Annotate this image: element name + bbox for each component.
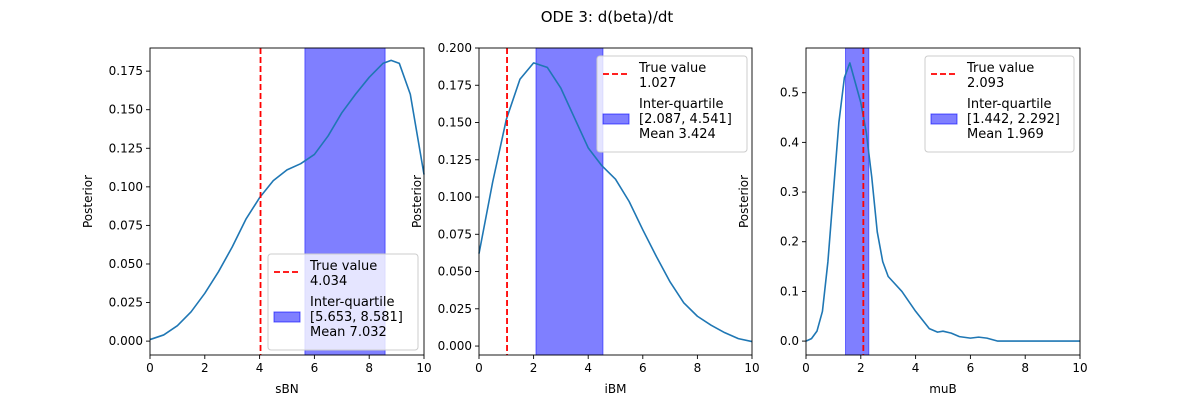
x-tick-label: 10	[416, 361, 431, 375]
x-tick-label: 6	[967, 361, 975, 375]
legend-interquartile-range: [5.653, 8.581]	[310, 310, 403, 325]
legend-interquartile-label: Inter-quartile	[639, 97, 724, 112]
x-tick-label: 4	[584, 361, 592, 375]
y-tick-label: 0.025	[109, 296, 143, 310]
legend-true-value-label: True value	[309, 259, 377, 274]
x-tick-label: 4	[256, 361, 264, 375]
x-axis-label: iBM	[605, 382, 627, 396]
y-tick-label: 0.1	[780, 284, 799, 298]
legend-true-value-number: 4.034	[310, 274, 347, 289]
interquartile-band	[845, 47, 870, 356]
y-axis-label: Posterior	[410, 175, 424, 228]
y-tick-label: 0.4	[780, 135, 799, 149]
y-tick-label: 0.100	[109, 180, 143, 194]
legend-true-value-number: 2.093	[967, 76, 1004, 91]
axes-frame	[149, 47, 425, 356]
x-axis-label: sBN	[275, 382, 298, 396]
x-tick-label: 6	[639, 361, 647, 375]
y-tick-label: 0.025	[438, 302, 472, 316]
posterior-curve	[805, 62, 1080, 342]
legend-true-value-label: True value	[638, 61, 706, 76]
x-tick-label: 10	[1072, 361, 1087, 375]
y-tick-label: 0.075	[109, 218, 143, 232]
legend-box	[596, 55, 748, 153]
subplot-3: 0 2 4 6 8 10 0.0 0.1 0.2 0.3 0.4 0.5 muB Posterior Tru…	[737, 47, 1088, 396]
y-axis-label: Posterior	[81, 175, 95, 228]
legend-interquartile-swatch	[930, 113, 958, 125]
x-tick-label: 2	[201, 361, 209, 375]
y-tick-label: 0.000	[109, 334, 143, 348]
y-tick-label: 0.175	[109, 64, 143, 78]
axes-frame	[805, 47, 1081, 356]
subplot-1: 0 2 4 6 8 10 0.000 0.025 0.050 0.075 0.100 0.125 0.1…	[81, 47, 432, 396]
posterior-curve	[478, 62, 753, 343]
legend-interquartile-label: Inter-quartile	[967, 97, 1052, 112]
legend-interquartile-swatch	[602, 113, 630, 125]
x-tick-label: 0	[802, 361, 810, 375]
legend-true-value-number: 1.027	[639, 76, 676, 91]
y-tick-label: 0.050	[109, 257, 143, 271]
y-tick-label: 0.150	[438, 116, 472, 130]
x-tick-label: 2	[530, 361, 538, 375]
interquartile-band	[535, 47, 604, 356]
y-tick-label: 0.5	[780, 86, 799, 100]
figure-title: ODE 3: d(beta)/dt	[541, 8, 674, 26]
legend-mean: Mean 7.032	[310, 325, 387, 340]
y-tick-label: 0.150	[109, 103, 143, 117]
axes-frame	[478, 47, 753, 356]
subplot-2: 0 2 4 6 8 10 0.000 0.025 0.050 0.075 0.100 0.125 0.1…	[410, 41, 760, 396]
legend-box	[267, 253, 419, 351]
y-tick-label: 0.100	[438, 190, 472, 204]
x-axis-label: muB	[929, 382, 957, 396]
subplots: 0 2 4 6 8 100.0000.0250.0500.0750.1000.1250.1…	[81, 41, 1088, 396]
legend-interquartile-range: [1.442, 2.292]	[967, 112, 1060, 127]
x-tick-label: 0	[146, 361, 154, 375]
x-tick-label: 8	[365, 361, 373, 375]
x-tick-label: 10	[744, 361, 759, 375]
legend-true-value-label: True value	[966, 61, 1034, 76]
y-tick-label: 0.3	[780, 185, 799, 199]
y-tick-label: 0.075	[438, 227, 472, 241]
x-tick-label: 2	[857, 361, 865, 375]
x-tick-label: 6	[311, 361, 319, 375]
y-tick-label: 0.125	[438, 153, 472, 167]
y-tick-label: 0.050	[438, 265, 472, 279]
x-tick-label: 8	[694, 361, 702, 375]
legend-mean: Mean 1.969	[967, 127, 1044, 142]
legend-mean: Mean 3.424	[639, 127, 716, 142]
legend-interquartile-range: [2.087, 4.541]	[639, 112, 732, 127]
y-tick-label: 0.000	[438, 339, 472, 353]
posterior-curve	[149, 59, 425, 341]
y-tick-label: 0.2	[780, 235, 799, 249]
x-tick-label: 4	[912, 361, 920, 375]
y-tick-label: 0.0	[780, 334, 799, 348]
legend-interquartile-swatch	[273, 311, 301, 323]
y-tick-label: 0.175	[438, 78, 472, 92]
legend-box	[924, 55, 1075, 153]
y-tick-label: 0.200	[438, 41, 472, 55]
y-tick-label: 0.125	[109, 141, 143, 155]
x-tick-label: 8	[1021, 361, 1029, 375]
y-axis-label: Posterior	[737, 175, 751, 228]
legend-interquartile-label: Inter-quartile	[310, 295, 395, 310]
x-tick-label: 0	[475, 361, 483, 375]
